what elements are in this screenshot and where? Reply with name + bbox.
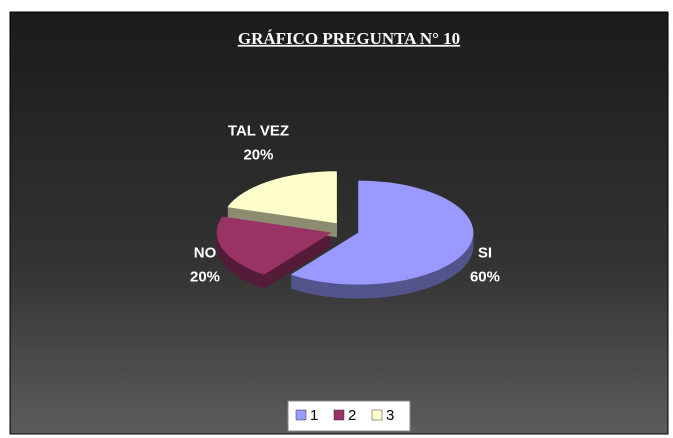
legend-swatch <box>295 409 307 421</box>
data-label-category: NO <box>194 245 217 262</box>
legend-swatch <box>371 409 383 421</box>
data-label-value: 60% <box>470 269 500 286</box>
legend-label: 3 <box>386 407 394 424</box>
pie: SI 60% NO 20% TAL VEZ 20% <box>190 123 500 299</box>
legend-label: 2 <box>348 407 356 424</box>
legend-label: 1 <box>310 407 318 424</box>
data-label-value: 20% <box>243 147 273 164</box>
data-label-value: 20% <box>190 269 220 286</box>
legend-swatch <box>333 409 345 421</box>
chart-area <box>9 11 669 435</box>
slice <box>216 216 332 275</box>
data-label-category: SI <box>478 245 492 262</box>
chart-title: GRÁFICO PREGUNTA N° 10 <box>238 29 460 48</box>
data-label-category: TAL VEZ <box>228 123 289 140</box>
slice <box>290 180 474 285</box>
legend-items: 1 2 3 <box>295 407 394 424</box>
legend <box>287 400 411 432</box>
slice <box>227 171 337 224</box>
